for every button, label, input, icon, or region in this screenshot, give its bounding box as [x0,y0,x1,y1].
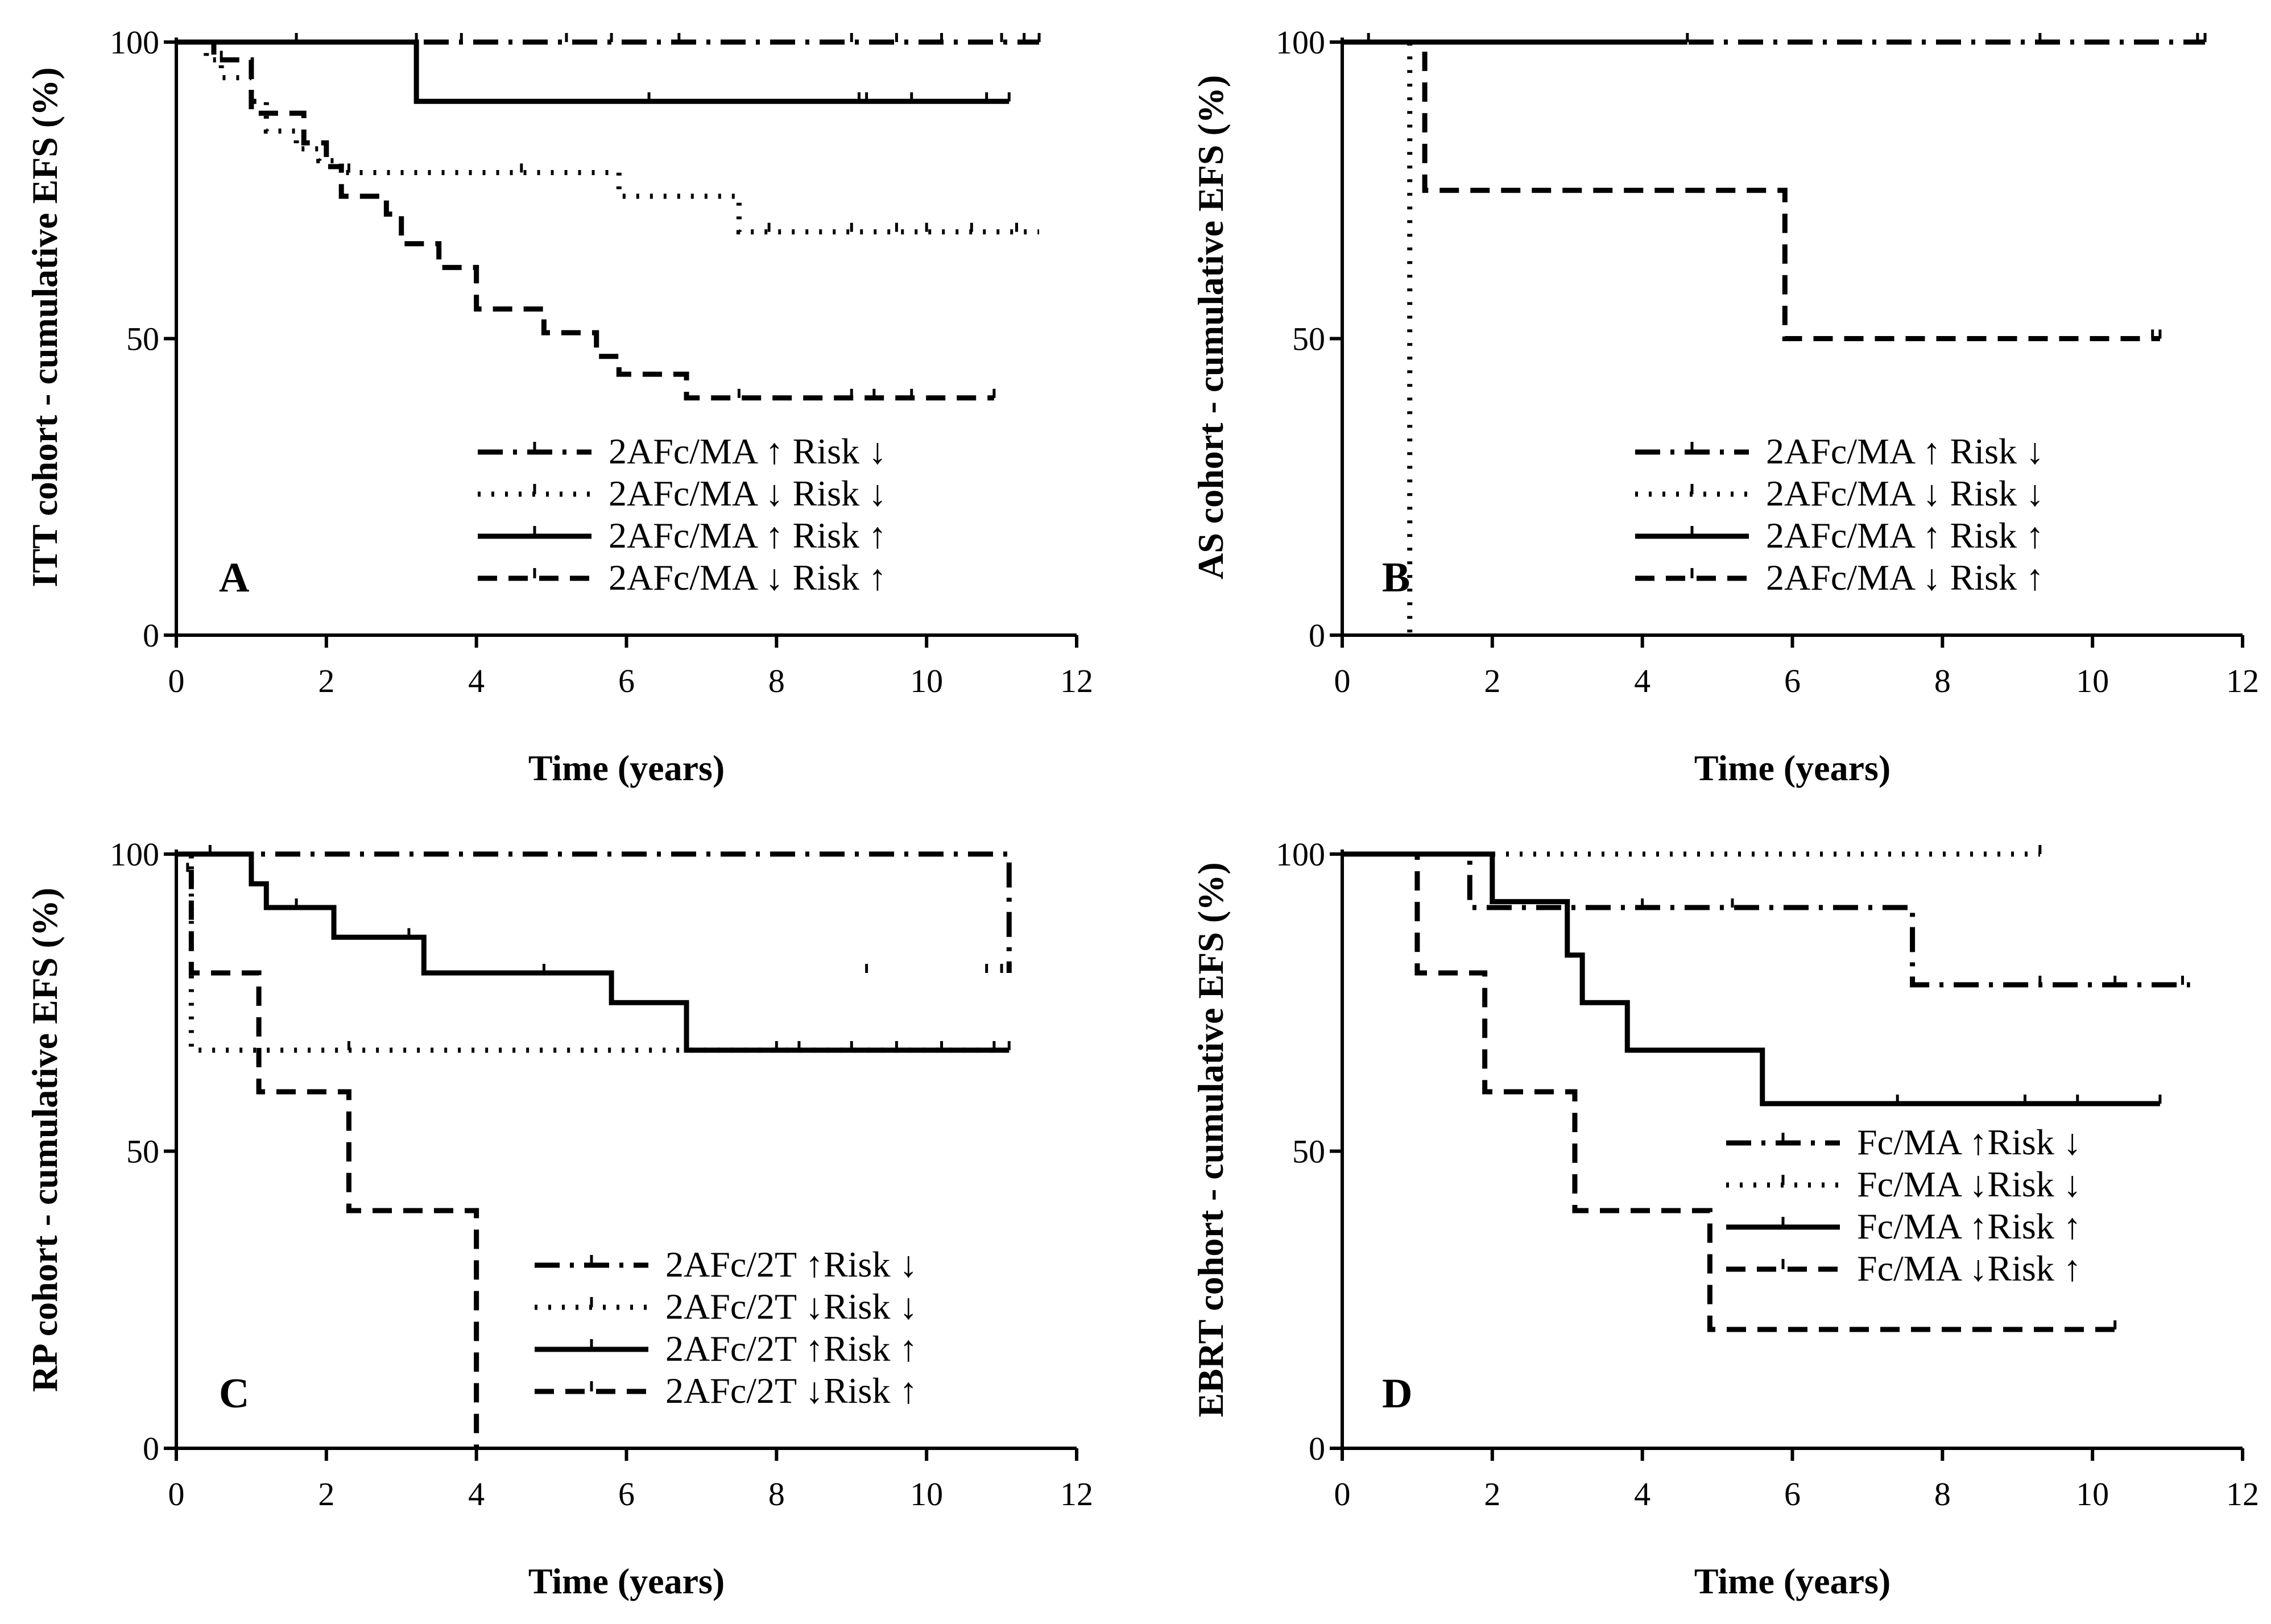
legend-label: 2AFc/MA ↑ Risk ↑ [609,515,887,556]
series-line [1342,851,2190,988]
panel-b: 0 2 4 6 8 10 12 0 50 100 Time (years) AS cohort - c… [1190,24,2259,788]
legend-label: 2AFc/2T ↓Risk ↓ [665,1286,917,1327]
legend-label: Fc/MA ↑Risk ↓ [1857,1122,2082,1162]
y-tick-label: 0 [1309,617,1325,654]
y-tick-label: 100 [110,836,159,873]
y-tick-label: 0 [143,617,159,654]
x-tick-label: 4 [468,662,485,699]
y-tick-label: 100 [1276,24,1325,61]
x-tick-label: 2 [1484,1476,1500,1513]
x-tick-label: 0 [168,662,185,699]
y-tick-label: 100 [110,24,159,61]
series-line [176,39,1010,104]
series-line [176,851,479,1448]
panel-c: 0 2 4 6 8 10 12 0 50 100 Time (years) RP cohort - c… [24,836,1093,1601]
panel-label: B [1382,554,1410,601]
x-tick-label: 10 [910,662,943,699]
legend-label: 2AFc/MA ↓ Risk ↓ [609,473,887,513]
y-tick-label: 0 [1309,1430,1325,1467]
x-tick-label: 0 [168,1476,185,1513]
x-tick-label: 4 [1634,1476,1650,1513]
series-line [176,851,1012,973]
panel-label: D [1382,1370,1412,1417]
series-line [176,851,1010,1053]
x-tick-label: 2 [318,662,334,699]
x-tick-label: 10 [910,1476,943,1513]
panel-label: C [219,1370,249,1417]
x-tick-label: 8 [1934,662,1951,699]
x-tick-label: 10 [2076,1476,2109,1513]
legend-label: 2AFc/MA ↓ Risk ↑ [1766,557,2044,598]
series-line [176,851,1010,1053]
y-tick-label: 50 [126,1133,159,1170]
series-line [1342,851,2115,1332]
series-line [176,39,994,401]
x-tick-label: 6 [1784,1476,1801,1513]
y-axis-title: EBRT cohort - cumulative EFS (%) [1190,862,1231,1417]
x-tick-label: 12 [1060,662,1093,699]
y-axis-title: ITT cohort - cumulative EFS (%) [24,67,65,587]
x-tick-label: 2 [318,1476,334,1513]
y-axis-title: AS cohort - cumulative EFS (%) [1190,75,1231,579]
x-tick-label: 12 [2226,1476,2259,1513]
x-tick-label: 12 [1060,1476,1093,1513]
x-tick-label: 0 [1334,1476,1351,1513]
legend-label: 2AFc/MA ↑ Risk ↓ [609,431,887,471]
x-tick-label: 12 [2226,662,2259,699]
x-axis-title: Time (years) [1694,1561,1891,1601]
legend-label: 2AFc/MA ↑ Risk ↑ [1766,515,2044,556]
legend-label: 2AFc/2T ↓Risk ↑ [665,1370,917,1411]
x-axis-title: Time (years) [528,748,725,788]
y-tick-label: 50 [1292,1133,1325,1170]
legend-label: 2AFc/MA ↑ Risk ↓ [1766,431,2044,471]
x-axis-title: Time (years) [528,1561,725,1601]
legend-label: 2AFc/MA ↓ Risk ↑ [609,557,887,598]
x-tick-label: 6 [618,1476,635,1513]
legend-label: 2AFc/2T ↑Risk ↓ [665,1244,917,1285]
x-tick-label: 6 [618,662,635,699]
x-tick-label: 8 [768,662,785,699]
x-tick-label: 8 [1934,1476,1951,1513]
x-tick-label: 10 [2076,662,2109,699]
series-line [1342,851,2160,1107]
y-tick-label: 100 [1276,836,1325,873]
x-tick-label: 2 [1484,662,1500,699]
legend-label: Fc/MA ↓Risk ↑ [1857,1248,2082,1289]
x-tick-label: 6 [1784,662,1801,699]
panel-a: 0 2 4 6 8 10 12 0 50 100 Time (years) ITT cohort - … [24,24,1093,788]
x-tick-label: 8 [768,1476,785,1513]
legend-label: 2AFc/2T ↑Risk ↑ [665,1328,917,1369]
x-tick-label: 4 [468,1476,485,1513]
y-tick-label: 0 [143,1430,159,1467]
series-line [1342,39,2160,341]
x-tick-label: 0 [1334,662,1351,699]
series-line [1342,39,1413,635]
y-axis-title: RP cohort - cumulative EFS (%) [24,888,65,1392]
legend-label: Fc/MA ↑Risk ↑ [1857,1206,2082,1246]
y-tick-label: 50 [126,321,159,358]
panel-d: 0 2 4 6 8 10 12 0 50 100 Time (years) EBRT cohort -… [1190,836,2259,1601]
y-tick-label: 50 [1292,321,1325,358]
legend-label: Fc/MA ↓Risk ↓ [1857,1164,2082,1204]
legend-label: 2AFc/MA ↓ Risk ↓ [1766,473,2044,513]
x-tick-label: 4 [1634,662,1650,699]
panel-label: A [219,554,249,601]
x-axis-title: Time (years) [1694,748,1891,788]
